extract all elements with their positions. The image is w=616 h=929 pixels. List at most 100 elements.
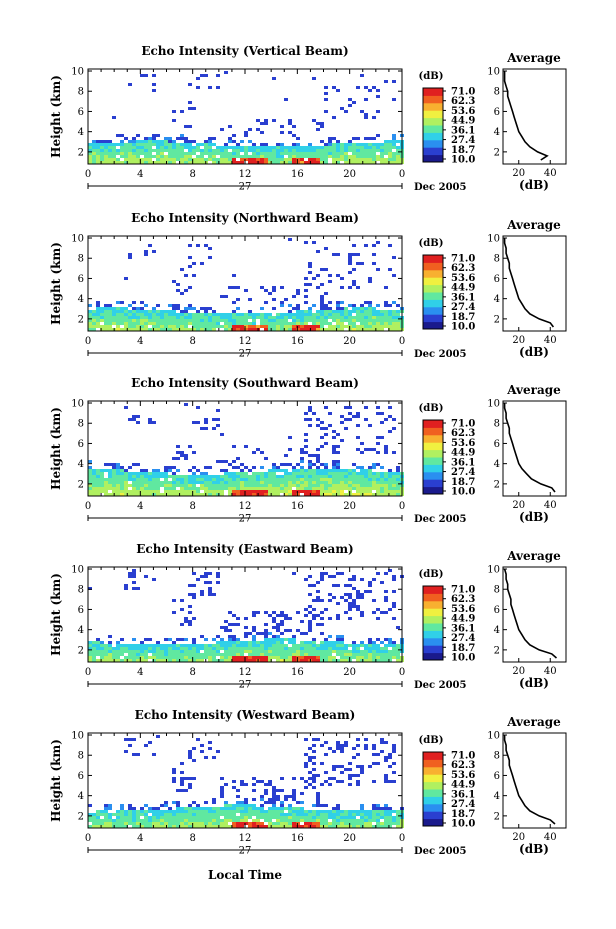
heatmap-cell xyxy=(320,822,324,825)
heatmap-cell xyxy=(96,650,100,653)
heatmap-cell xyxy=(320,804,324,807)
heatmap-cell xyxy=(300,469,304,472)
heatmap-cell xyxy=(248,493,252,496)
heatmap-cell xyxy=(252,798,256,801)
heatmap-cell xyxy=(172,328,176,331)
heatmap-cell xyxy=(228,313,232,316)
heatmap-cell xyxy=(128,155,132,158)
heatmap-cell xyxy=(164,819,168,822)
heatmap-cell xyxy=(168,659,172,662)
heatmap-cell xyxy=(360,442,364,445)
heatmap-cell xyxy=(380,313,384,316)
heatmap-cell xyxy=(340,107,344,110)
heatmap-cell xyxy=(292,813,296,816)
heatmap-cell xyxy=(300,152,304,155)
heatmap-cell xyxy=(92,484,96,487)
heatmap-cell xyxy=(276,316,280,319)
heatmap-cell xyxy=(188,101,192,104)
heatmap-cell xyxy=(180,487,184,490)
heatmap-cell xyxy=(208,155,212,158)
heatmap-cell xyxy=(360,807,364,810)
heatmap-cell xyxy=(276,629,280,632)
date-label: 27 xyxy=(239,680,252,691)
heatmap-cell xyxy=(108,484,112,487)
heatmap-cell xyxy=(244,659,248,662)
heatmap-cell xyxy=(236,656,240,659)
heatmap-cell xyxy=(172,161,176,164)
heatmap-cell xyxy=(172,457,176,460)
heatmap-cell xyxy=(116,822,120,825)
heatmap-cell xyxy=(388,780,392,783)
heatmap-cell xyxy=(180,158,184,161)
heatmap-cell xyxy=(272,650,276,653)
heatmap-cell xyxy=(108,307,112,310)
heatmap-cell xyxy=(220,149,224,152)
heatmap-cell xyxy=(328,412,332,415)
heatmap-cell xyxy=(224,620,228,623)
heatmap-cell xyxy=(148,421,152,424)
heatmap-cell xyxy=(256,146,260,149)
average-x-label: (dB) xyxy=(519,842,549,856)
heatmap-cell xyxy=(304,301,308,304)
heatmap-cell xyxy=(396,819,400,822)
heatmap-cell xyxy=(312,277,316,280)
heatmap-cell xyxy=(380,816,384,819)
heatmap-cell xyxy=(104,813,108,816)
heatmap-cell xyxy=(292,819,296,822)
heatmap-cell xyxy=(272,641,276,644)
heatmap-cell xyxy=(356,490,360,493)
heatmap-cell xyxy=(220,786,224,789)
heatmap-cell xyxy=(276,155,280,158)
heatmap-cell xyxy=(172,146,176,149)
heatmap-cell xyxy=(384,656,388,659)
heatmap-cell xyxy=(148,475,152,478)
heatmap-cell xyxy=(248,155,252,158)
heatmap-cell xyxy=(224,319,228,322)
heatmap-cell xyxy=(132,415,136,418)
heatmap-cell xyxy=(208,581,212,584)
heatmap-cell xyxy=(324,319,328,322)
heatmap-cell xyxy=(256,472,260,475)
heatmap-cell xyxy=(280,478,284,481)
heatmap-cell xyxy=(276,143,280,146)
x-axis-label: Local Time xyxy=(208,868,282,882)
heatmap-cell xyxy=(200,744,204,747)
heatmap-cell xyxy=(232,810,236,813)
heatmap-cell xyxy=(208,256,212,259)
heatmap-cell xyxy=(264,792,268,795)
heatmap-cell xyxy=(260,653,264,656)
heatmap-cell xyxy=(376,475,380,478)
heatmap-cell xyxy=(236,328,240,331)
heatmap-cell xyxy=(192,152,196,155)
heatmap-cell xyxy=(396,313,400,316)
heatmap-cell xyxy=(328,493,332,496)
heatmap-cell xyxy=(304,289,308,292)
heatmap-cell xyxy=(96,490,100,493)
heatmap-cell xyxy=(340,475,344,478)
heatmap-cell xyxy=(336,274,340,277)
heatmap-cell xyxy=(384,819,388,822)
heatmap-cell xyxy=(364,316,368,319)
heatmap-cell xyxy=(316,310,320,313)
heatmap-cell xyxy=(364,322,368,325)
heatmap-cell xyxy=(160,325,164,328)
heatmap-cell xyxy=(192,325,196,328)
heatmap-cell xyxy=(108,641,112,644)
heatmap-cell xyxy=(132,572,136,575)
heatmap-cell xyxy=(252,819,256,822)
heatmap-cell xyxy=(96,487,100,490)
heatmap-cell xyxy=(224,155,228,158)
heatmap-cell xyxy=(200,427,204,430)
heatmap-cell xyxy=(288,152,292,155)
heatmap-cell xyxy=(224,460,228,463)
heatmap-cell xyxy=(372,819,376,822)
heatmap-cell xyxy=(192,322,196,325)
heatmap-cell xyxy=(284,638,288,641)
heatmap-cell xyxy=(356,780,360,783)
heatmap-cell xyxy=(324,143,328,146)
heatmap-cell xyxy=(276,478,280,481)
heatmap-cell xyxy=(148,155,152,158)
heatmap-cell xyxy=(324,328,328,331)
heatmap-cell xyxy=(200,475,204,478)
heatmap-cell xyxy=(260,644,264,647)
